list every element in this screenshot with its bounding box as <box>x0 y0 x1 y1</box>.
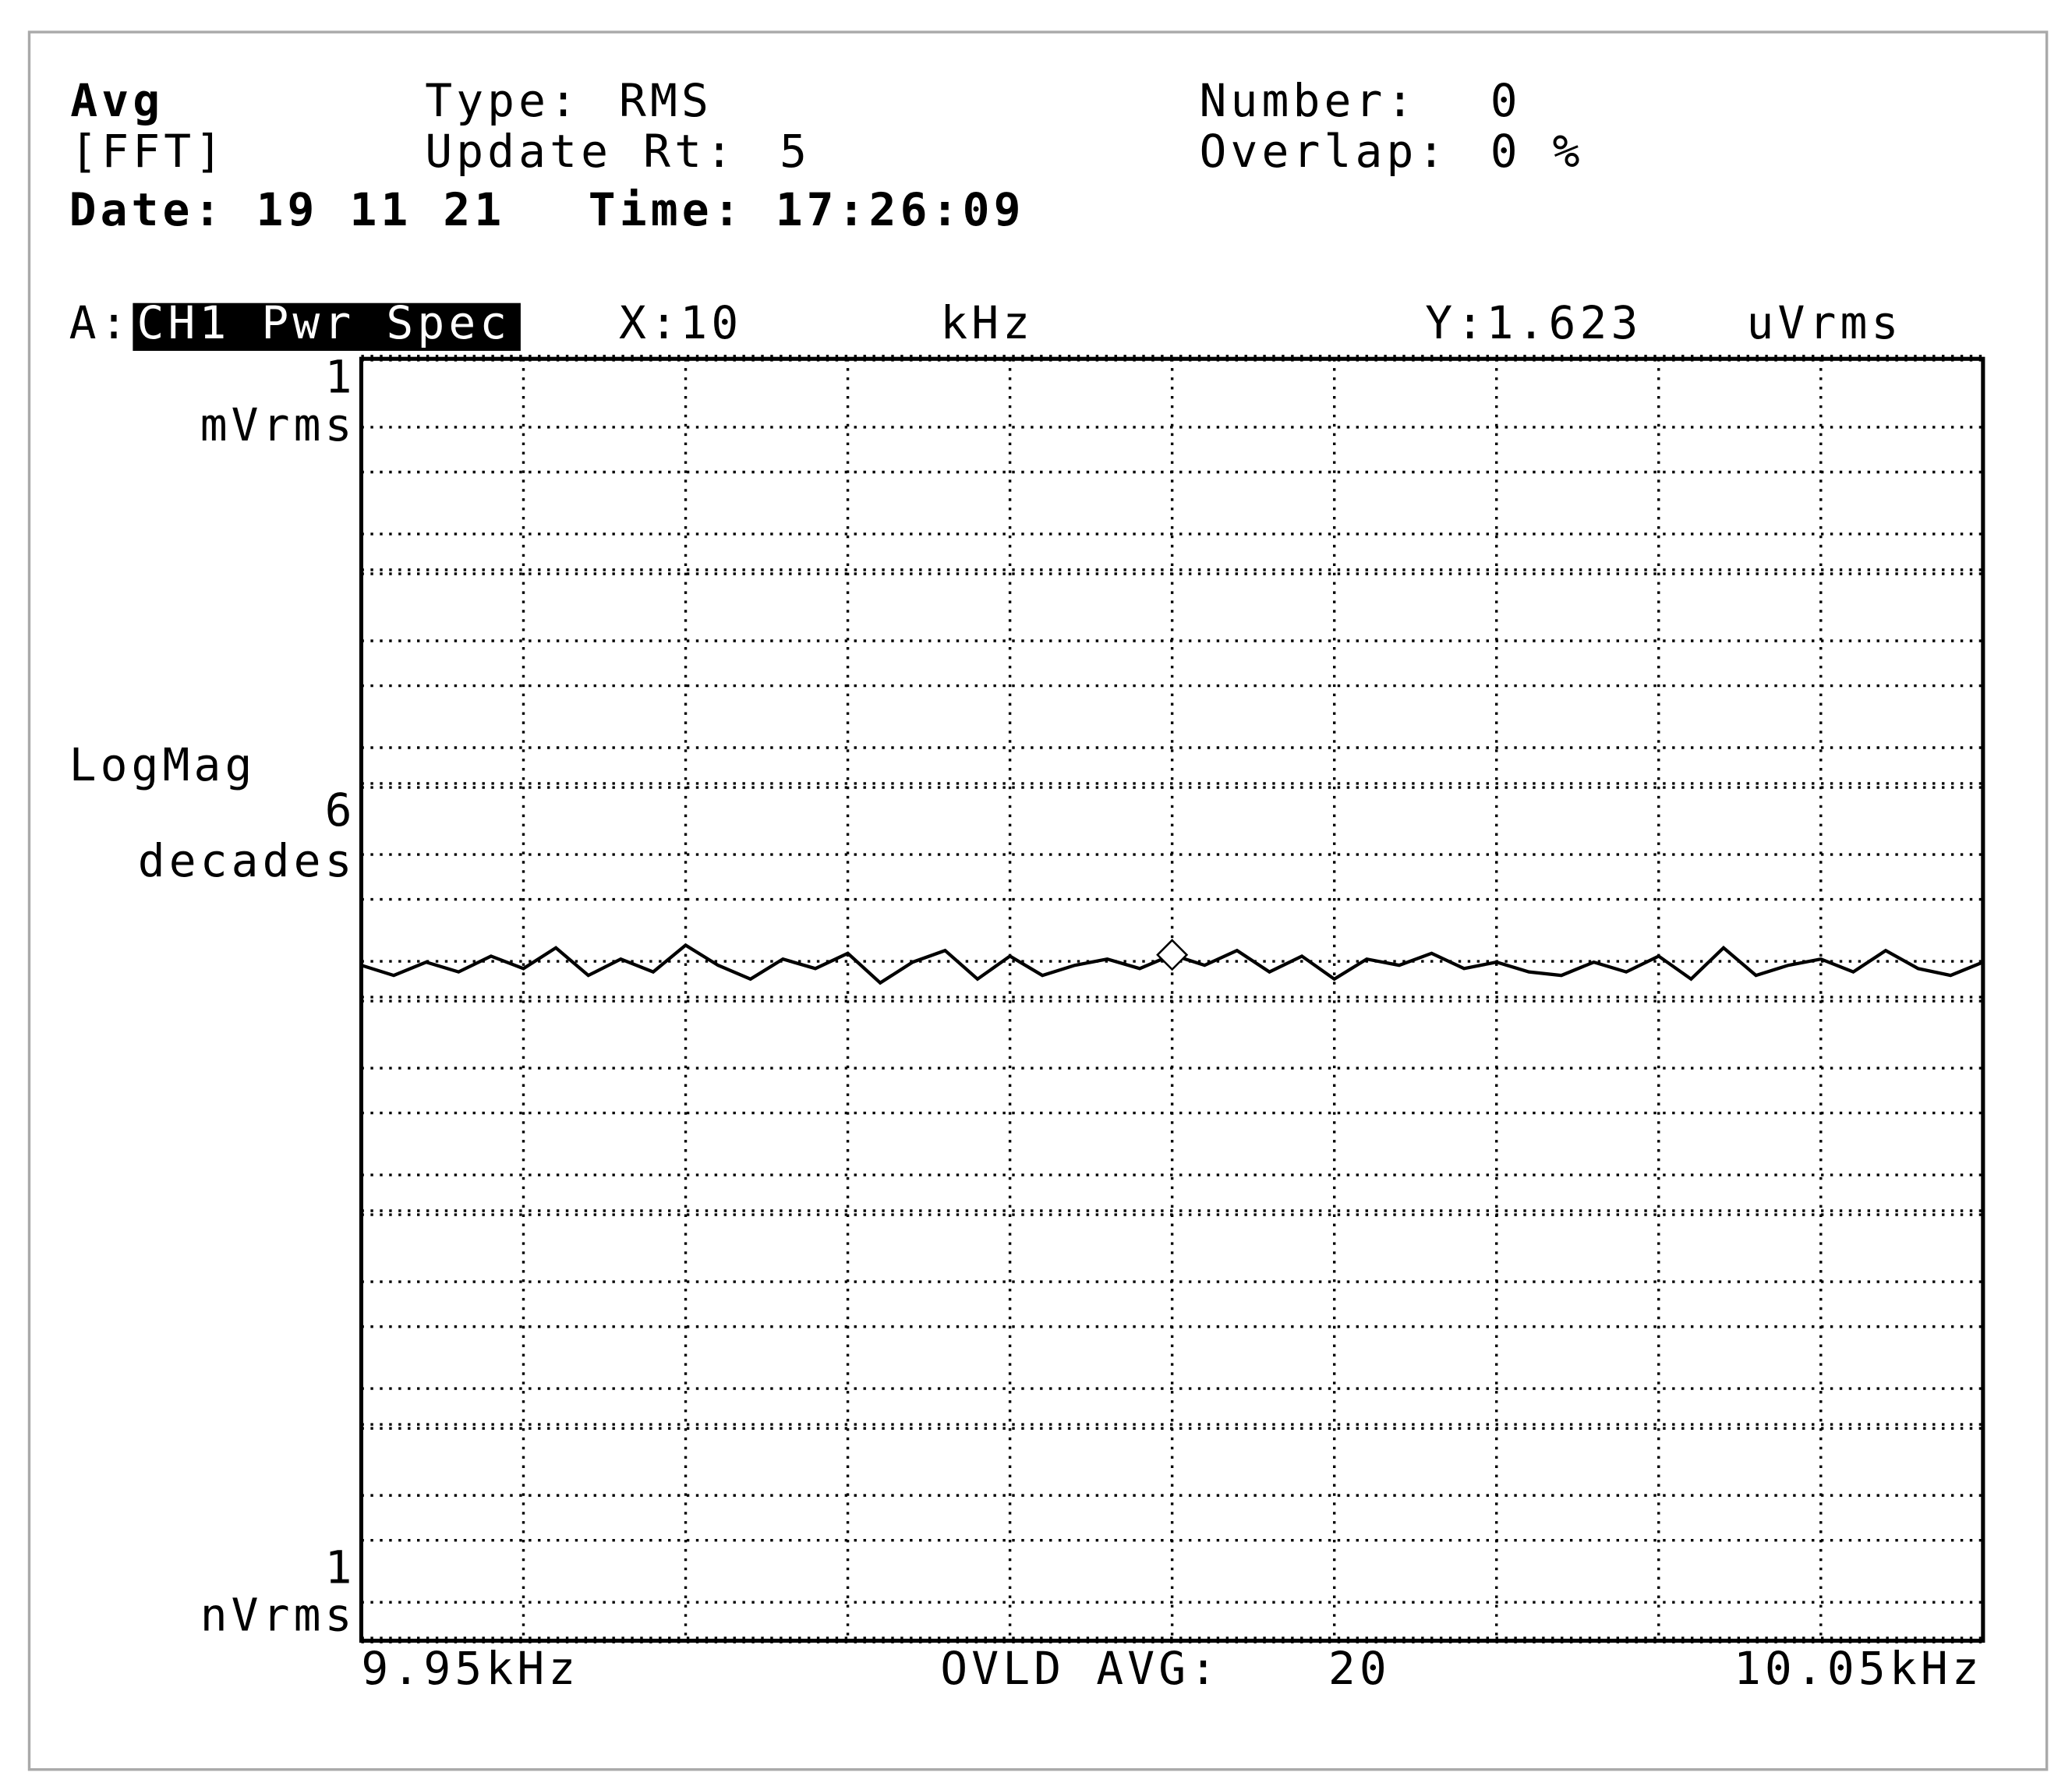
footer-value: 20 <box>1328 1642 1391 1695</box>
marker <box>1156 939 1189 971</box>
y-tick-unit: nVrms <box>200 1589 356 1642</box>
screen-border <box>27 30 2049 1771</box>
marker-x-prefix: X: <box>619 296 681 349</box>
marker-y-prefix: Y: <box>1425 296 1487 349</box>
marker-x: 10 <box>680 296 742 349</box>
x-tick-label: 10.05kHz <box>1734 1642 1983 1695</box>
mode-sub: [FFT] <box>70 125 226 178</box>
type-label: Type: <box>425 74 581 127</box>
date: Date: 19 11 21 <box>69 183 506 236</box>
trace-name: CH1 Pwr Spec <box>136 296 511 349</box>
time: Time: 17:26:09 <box>589 183 1025 236</box>
y-tick-label: 1 <box>325 351 356 404</box>
overlap-label: Overlap: <box>1200 125 1449 178</box>
update-label: Update Rt: <box>425 125 737 178</box>
mode: Avg <box>70 74 164 127</box>
y-tick-label: 1 <box>325 1541 356 1594</box>
footer-label: OVLD AVG: <box>940 1642 1221 1695</box>
marker-x-unit: kHz <box>940 296 1034 349</box>
plot-frame <box>359 356 1985 1643</box>
marker-y: 1.623 <box>1487 296 1642 349</box>
number-label: Number: <box>1200 74 1418 127</box>
marker-y-unit: uVrms <box>1747 296 1903 349</box>
y-tick-unit: mVrms <box>200 398 356 451</box>
decades-label: decades <box>138 834 356 887</box>
trace-highlight <box>133 302 521 352</box>
trace-label: A: <box>69 296 132 349</box>
update-value: 5 <box>780 125 811 178</box>
decades: 6 <box>325 784 356 837</box>
number-value: 0 <box>1490 74 1522 127</box>
overlap-value: 0 % <box>1490 125 1584 178</box>
type-value: RMS <box>619 74 712 127</box>
y-axis-label: LogMag <box>69 738 256 791</box>
x-tick-label: 9.95kHz <box>361 1642 579 1695</box>
